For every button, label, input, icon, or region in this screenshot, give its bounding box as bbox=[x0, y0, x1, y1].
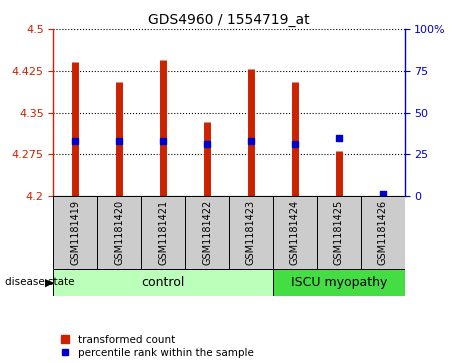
Bar bbox=[53, 269, 273, 296]
Bar bbox=[53, 196, 97, 269]
Point bbox=[247, 138, 255, 144]
Point bbox=[203, 141, 211, 147]
Point bbox=[291, 141, 299, 147]
Text: GSM1181423: GSM1181423 bbox=[246, 200, 256, 265]
Text: disease state: disease state bbox=[5, 277, 77, 287]
Bar bbox=[97, 196, 141, 269]
Text: GSM1181421: GSM1181421 bbox=[158, 200, 168, 265]
Bar bbox=[229, 196, 273, 269]
Title: GDS4960 / 1554719_at: GDS4960 / 1554719_at bbox=[148, 13, 310, 26]
Text: GSM1181422: GSM1181422 bbox=[202, 200, 212, 265]
Text: GSM1181420: GSM1181420 bbox=[114, 200, 124, 265]
Point bbox=[335, 135, 342, 140]
Text: ISCU myopathy: ISCU myopathy bbox=[291, 276, 387, 289]
Bar bbox=[273, 196, 317, 269]
Text: GSM1181424: GSM1181424 bbox=[290, 200, 300, 265]
Bar bbox=[273, 269, 405, 296]
Point bbox=[116, 138, 123, 144]
Bar bbox=[185, 196, 229, 269]
Bar bbox=[317, 196, 361, 269]
Point bbox=[72, 138, 79, 144]
Text: GSM1181425: GSM1181425 bbox=[334, 200, 344, 265]
Text: GSM1181426: GSM1181426 bbox=[378, 200, 388, 265]
Point bbox=[379, 191, 386, 197]
Point bbox=[159, 138, 167, 144]
Bar bbox=[141, 196, 185, 269]
Text: GSM1181419: GSM1181419 bbox=[70, 200, 80, 265]
Text: control: control bbox=[141, 276, 185, 289]
Bar bbox=[361, 196, 405, 269]
Legend: transformed count, percentile rank within the sample: transformed count, percentile rank withi… bbox=[61, 335, 253, 358]
Text: ▶: ▶ bbox=[45, 277, 53, 287]
